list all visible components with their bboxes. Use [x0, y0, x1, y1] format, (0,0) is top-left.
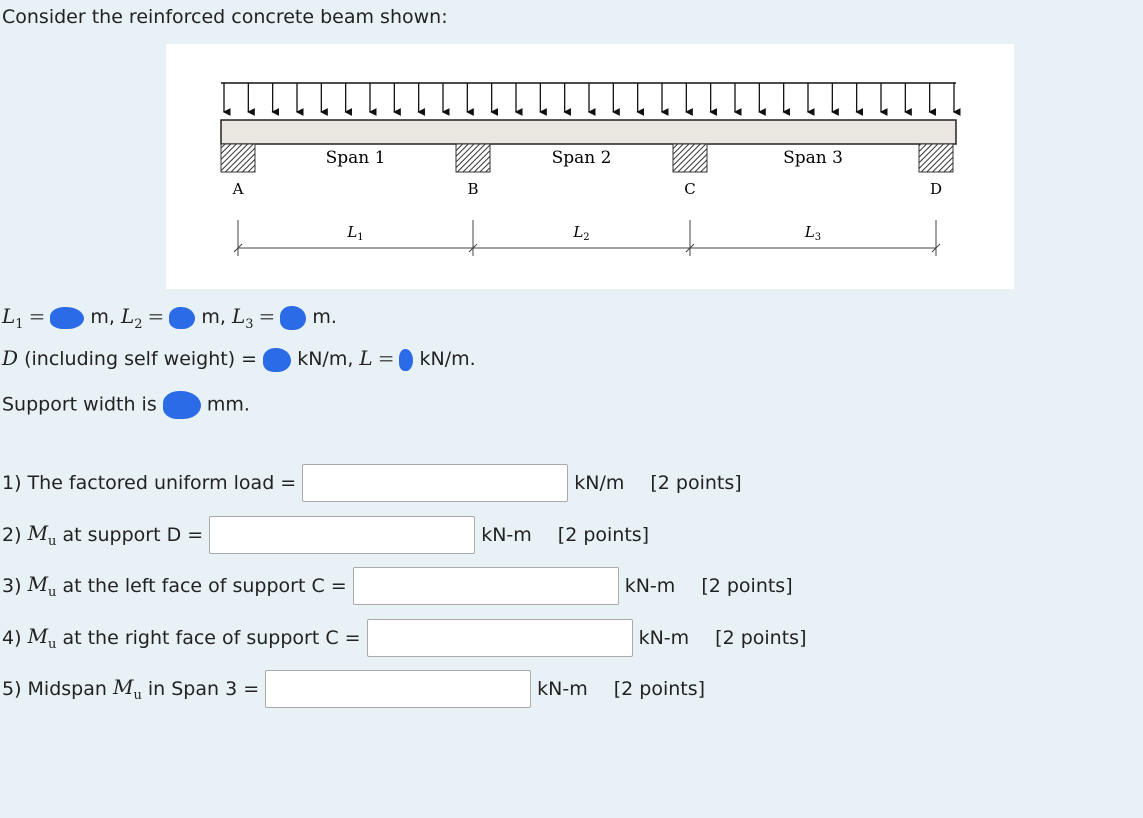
- redaction-blob: [280, 305, 307, 330]
- given-support: Support width is mm.: [2, 391, 250, 419]
- redaction-blob: [263, 347, 292, 372]
- l1-symbol: L1: [2, 304, 24, 332]
- unit-label: kN-m: [481, 524, 532, 546]
- distributed-load-arrows: [222, 83, 961, 116]
- unit-label: kN-m: [537, 678, 588, 700]
- support-block: [672, 143, 708, 173]
- question-number: 3): [2, 575, 22, 597]
- question-2: 2) Mu at support D = kN-m [2 points]: [2, 514, 649, 556]
- redaction-blob: [162, 391, 201, 419]
- unit-label: kN/m.: [419, 348, 476, 370]
- unit-label: kN-m: [638, 627, 690, 649]
- equals-sign: =: [147, 304, 165, 328]
- support-label: A: [232, 180, 244, 198]
- redaction-blob: [399, 348, 414, 371]
- question-text: at the right face of support C =: [62, 627, 361, 649]
- answer-input-4[interactable]: [366, 619, 633, 657]
- dimension-slash: [685, 243, 695, 253]
- unit-label: kN/m,: [297, 348, 354, 370]
- answer-input-1[interactable]: [302, 464, 569, 502]
- answer-input-3[interactable]: [352, 567, 619, 605]
- question-text: in Span 3 =: [147, 678, 260, 700]
- support-block: [455, 143, 491, 173]
- mu-symbol: Mu: [112, 675, 142, 703]
- mu-symbol: Mu: [27, 624, 57, 652]
- beam-figure: A B C D Span 1 Span 2 Span 3 L1 L2 L3: [166, 44, 1014, 289]
- unit-label: kN-m: [624, 575, 676, 597]
- beam-body: [220, 119, 957, 145]
- unit-label: m,: [90, 306, 115, 328]
- given-loads: D (including self weight) = kN/m, L = kN/…: [2, 346, 476, 372]
- points-label: [2 points]: [715, 627, 807, 649]
- mu-symbol: Mu: [27, 521, 57, 549]
- span-label: Span 3: [783, 148, 843, 168]
- points-label: [2 points]: [613, 678, 706, 700]
- support-block: [220, 143, 256, 173]
- question-text: 1) The factored uniform load =: [2, 472, 297, 494]
- dimension-lines: L1 L2 L3: [233, 220, 941, 256]
- points-label: [2 points]: [701, 575, 793, 597]
- answer-input-2[interactable]: [209, 516, 476, 554]
- points-label: [2 points]: [557, 524, 650, 546]
- span-labels: Span 1 Span 2 Span 3: [326, 148, 843, 168]
- dead-load-text: (including self weight) =: [24, 348, 258, 370]
- unit-label: m,: [201, 306, 226, 328]
- length-label: L3: [804, 223, 821, 243]
- equals-sign: =: [258, 304, 276, 328]
- question-text: at support D =: [62, 524, 204, 546]
- question-1: 1) The factored uniform load = kN/m [2 p…: [2, 462, 742, 504]
- question-text: at the left face of support C =: [62, 575, 347, 597]
- live-load-symbol: L: [359, 346, 373, 370]
- unit-label: kN/m: [574, 472, 625, 494]
- span-label: Span 2: [552, 148, 612, 168]
- answer-input-5[interactable]: [265, 670, 532, 708]
- l3-symbol: L3: [231, 304, 254, 332]
- intro-text: Consider the reinforced concrete beam sh…: [2, 6, 448, 28]
- question-4: 4) Mu at the right face of support C = k…: [2, 617, 806, 659]
- unit-label: mm.: [206, 393, 250, 416]
- support-label: C: [684, 180, 695, 198]
- question-number: 4): [2, 627, 22, 649]
- redaction-blob: [50, 306, 85, 329]
- unit-label: m.: [312, 306, 337, 328]
- span-label: Span 1: [326, 148, 386, 168]
- equals-sign: =: [377, 346, 395, 370]
- question-number: 2): [2, 524, 22, 546]
- dead-load-symbol: D: [2, 346, 19, 370]
- l2-symbol: L2: [120, 304, 143, 332]
- dimension-slash: [931, 243, 941, 253]
- question-5: 5) Midspan Mu in Span 3 = kN-m [2 points…: [2, 668, 705, 710]
- question-3: 3) Mu at the left face of support C = kN…: [2, 565, 793, 607]
- equals-sign: =: [28, 304, 46, 328]
- support-width-text: Support width is: [2, 393, 157, 416]
- support-label: D: [930, 180, 942, 198]
- points-label: [2 points]: [650, 472, 742, 494]
- question-number: 5) Midspan: [2, 678, 107, 700]
- dimension-slash: [233, 243, 243, 253]
- length-label: L2: [572, 223, 589, 243]
- length-label: L1: [346, 223, 363, 243]
- beam-diagram: A B C D Span 1 Span 2 Span 3 L1 L2 L3: [220, 82, 961, 256]
- mu-symbol: Mu: [27, 572, 57, 600]
- given-lengths: L1 = m, L2 = m, L3 = m.: [2, 304, 337, 332]
- redaction-blob: [169, 306, 196, 329]
- dimension-slash: [468, 243, 478, 253]
- supports: A B C D: [220, 143, 954, 198]
- support-block: [918, 143, 954, 173]
- support-label: B: [467, 180, 478, 198]
